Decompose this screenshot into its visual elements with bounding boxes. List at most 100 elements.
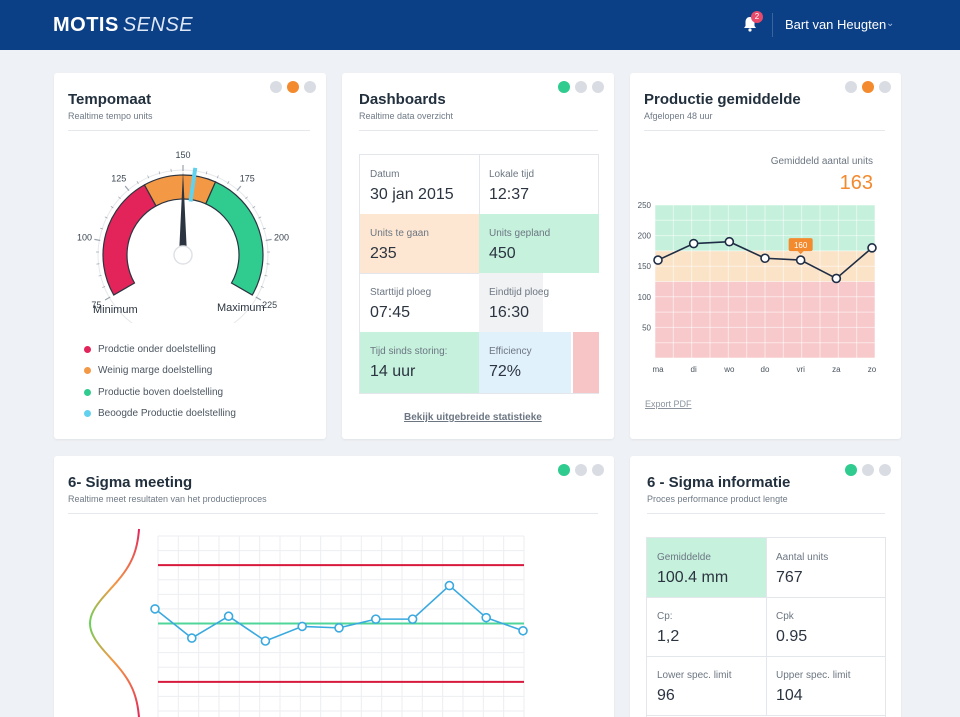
gauge-tick (136, 181, 139, 184)
cell-lokale-tijd: Lokale tijd 12:37 (479, 155, 599, 215)
cell-label: Upper spec. limit (776, 670, 851, 681)
cell-value: 16:30 (489, 304, 530, 321)
gauge-hub (173, 245, 193, 265)
cell-units-te-gaan: Units te gaan 235 (360, 214, 480, 274)
card-pager-dots (845, 81, 891, 93)
legend-item: Productie boven doelstelling (84, 387, 223, 398)
pager-dot[interactable] (845, 81, 857, 93)
pager-dot-active[interactable] (862, 81, 874, 93)
cell-gemiddelde: Gemiddelde 100.4 mm (647, 538, 767, 598)
divider (68, 513, 598, 514)
data-point (370, 614, 381, 624)
gauge-tick (205, 171, 208, 175)
legend-label: Beoogde Productie doelstelling (98, 408, 236, 419)
gauge-tick (104, 296, 111, 301)
data-point (260, 636, 271, 646)
x-tick-label: za (832, 365, 841, 374)
tempomaat-card: Tempomaat Realtime tempo units 75 100 125 1… (54, 73, 326, 439)
pager-dot[interactable] (592, 464, 604, 476)
cell-label: Datum (370, 169, 400, 180)
y-tick-label: 50 (642, 323, 651, 332)
divider (359, 130, 598, 131)
view-statistics-link[interactable]: Bekijk uitgebreide statistieke (404, 412, 542, 423)
legend-item: Beoogde Productie doelstelling (84, 408, 236, 419)
gauge-tick (104, 216, 108, 219)
legend-swatch (84, 366, 91, 374)
gauge-tick (236, 185, 242, 192)
cell-label: Cp: (657, 611, 673, 622)
cell-datum: Datum 30 jan 2015 (360, 155, 480, 215)
cell-value: 1,2 (657, 628, 680, 645)
cell-tijd-sinds-storing: Tijd sinds storing: 14 uur (360, 332, 480, 393)
card-title: 6 - Sigma informatie (647, 474, 791, 491)
pager-dot[interactable] (270, 81, 282, 93)
gauge-tick (255, 296, 262, 301)
card-subtitle: Realtime tempo units (68, 111, 153, 121)
cell-value: 104 (776, 687, 803, 704)
cell-value: 07:45 (370, 304, 411, 321)
gauge-tick (252, 206, 256, 209)
cell-value: 767 (776, 569, 803, 586)
gauge-tick-label: 100 (77, 233, 92, 243)
pager-dot-active[interactable] (558, 464, 570, 476)
cell-label: Starttijd ploeg (370, 287, 432, 298)
data-point (795, 255, 806, 265)
data-point (223, 611, 234, 622)
x-tick-label: ma (652, 365, 664, 374)
cell-units-gepland: Units gepland 450 (479, 214, 599, 274)
pager-dot[interactable] (879, 464, 891, 476)
notification-badge: 2 (751, 11, 763, 23)
gauge-tick (94, 238, 101, 242)
speed-gauge: 75 100 125 150 175 200 225 (77, 150, 289, 323)
gauge-tick-label: 175 (240, 173, 255, 183)
divider (647, 513, 885, 514)
gauge-tick (98, 274, 102, 277)
chevron-down-icon[interactable]: ⌄ (886, 18, 895, 29)
gauge-tick (258, 216, 262, 219)
data-point (688, 238, 699, 249)
sigma-meeting-card: 6- Sigma meeting Realtime meet resultate… (54, 456, 614, 717)
data-point (831, 273, 842, 284)
pager-dot[interactable] (862, 464, 874, 476)
cell-value: 450 (489, 245, 516, 262)
top-navigation-bar: MOTIS SENSE 2 Bart van Heugten ⌄ (0, 0, 960, 50)
gauge-tick (147, 175, 150, 179)
gauge-segment-mid (143, 174, 217, 207)
pager-dot[interactable] (592, 81, 604, 93)
cell-label: Aantal units (776, 552, 829, 563)
user-menu[interactable]: Bart van Heugten (785, 17, 887, 32)
legend-item: Prodctie onder doelstelling (84, 344, 216, 355)
app-logo[interactable]: MOTIS SENSE (53, 14, 193, 37)
pager-dot[interactable] (575, 464, 587, 476)
gauge-tick-label: 200 (274, 233, 289, 243)
gauge-tick (245, 196, 248, 200)
cell-starttijd: Starttijd ploeg 07:45 (360, 273, 480, 333)
data-point (407, 614, 418, 624)
gauge-tick (262, 227, 266, 230)
gauge-tick (118, 196, 121, 200)
gauge-tick (265, 238, 272, 242)
y-tick-label: 150 (638, 262, 652, 271)
cell-label: Lokale tijd (489, 169, 535, 180)
gauge-tick (216, 175, 219, 179)
data-point (760, 253, 770, 264)
export-pdf-link[interactable]: Export PDF (645, 399, 692, 409)
gauge-tick (102, 286, 106, 288)
gauge-tick (110, 206, 114, 209)
pager-dot-active[interactable] (845, 464, 857, 476)
cell-value: 72% (489, 363, 522, 380)
pager-dot[interactable] (304, 81, 316, 93)
pager-dot-active[interactable] (558, 81, 570, 93)
x-tick-label: di (691, 365, 697, 374)
gauge-max-label: Maximum (217, 302, 265, 314)
logo-bold: MOTIS (53, 14, 119, 36)
pager-dot-active[interactable] (287, 81, 299, 93)
sigma-control-chart (88, 528, 528, 717)
divider (644, 130, 885, 131)
gauge-tick (100, 227, 104, 230)
card-subtitle: Afgelopen 48 uur (644, 111, 713, 121)
pager-dot[interactable] (575, 81, 587, 93)
annotation-pointer (797, 251, 804, 255)
pager-dot[interactable] (879, 81, 891, 93)
card-title: Dashboards (359, 91, 446, 108)
